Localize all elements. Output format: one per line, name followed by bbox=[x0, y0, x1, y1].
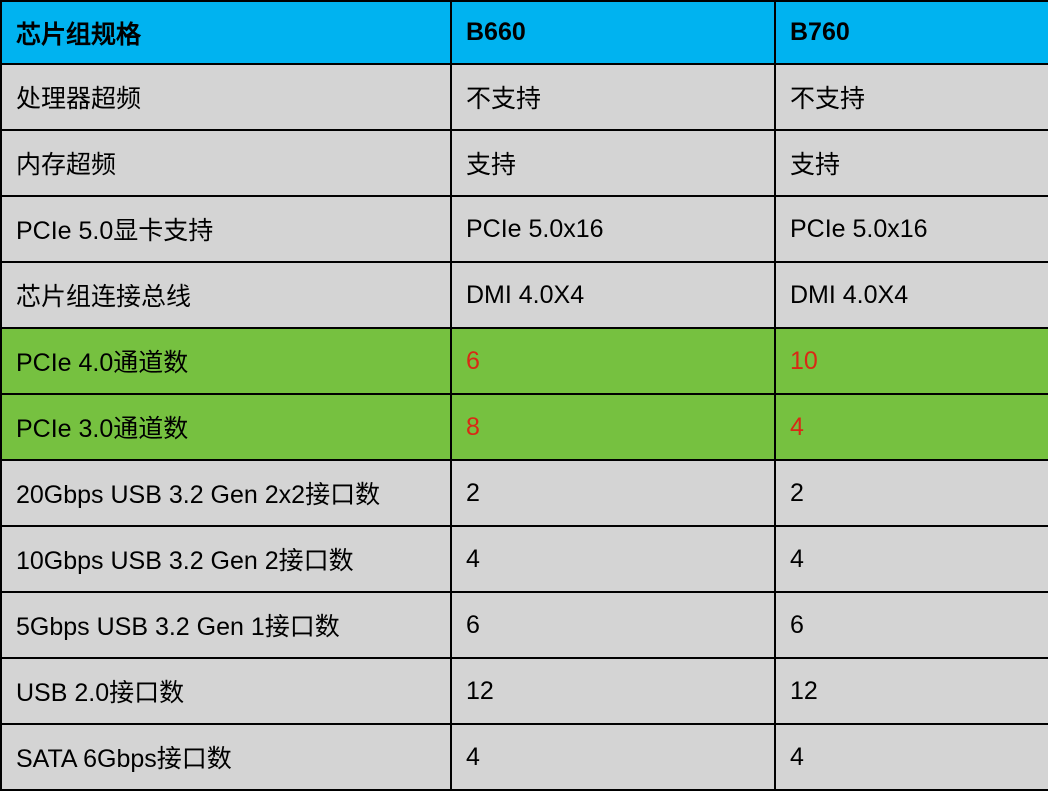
b760-value: 10 bbox=[775, 328, 1048, 394]
table-row: PCIe 5.0显卡支持PCIe 5.0x16PCIe 5.0x16 bbox=[1, 196, 1048, 262]
spec-label: 10Gbps USB 3.2 Gen 2接口数 bbox=[1, 526, 451, 592]
spec-label: PCIe 4.0通道数 bbox=[1, 328, 451, 394]
spec-label: PCIe 5.0显卡支持 bbox=[1, 196, 451, 262]
b660-value: 8 bbox=[451, 394, 775, 460]
b660-value: DMI 4.0X4 bbox=[451, 262, 775, 328]
b760-value: 不支持 bbox=[775, 64, 1048, 130]
table-body: 处理器超频不支持不支持内存超频支持支持PCIe 5.0显卡支持PCIe 5.0x… bbox=[1, 64, 1048, 790]
b660-value: PCIe 5.0x16 bbox=[451, 196, 775, 262]
b760-value: PCIe 5.0x16 bbox=[775, 196, 1048, 262]
b760-value: 6 bbox=[775, 592, 1048, 658]
table-row: 芯片组连接总线DMI 4.0X4DMI 4.0X4 bbox=[1, 262, 1048, 328]
b760-value: 4 bbox=[775, 724, 1048, 790]
col-header-b660: B660 bbox=[451, 1, 775, 64]
b660-value: 12 bbox=[451, 658, 775, 724]
spec-label: PCIe 3.0通道数 bbox=[1, 394, 451, 460]
b660-value: 不支持 bbox=[451, 64, 775, 130]
chipset-comparison-table: 芯片组规格 B660 B760 处理器超频不支持不支持内存超频支持支持PCIe … bbox=[0, 0, 1048, 791]
table-row: SATA 6Gbps接口数44 bbox=[1, 724, 1048, 790]
b660-value: 支持 bbox=[451, 130, 775, 196]
b760-value: 2 bbox=[775, 460, 1048, 526]
table-row: USB 2.0接口数1212 bbox=[1, 658, 1048, 724]
table-row: 处理器超频不支持不支持 bbox=[1, 64, 1048, 130]
b760-value: 4 bbox=[775, 394, 1048, 460]
col-header-spec: 芯片组规格 bbox=[1, 1, 451, 64]
spec-label: 20Gbps USB 3.2 Gen 2x2接口数 bbox=[1, 460, 451, 526]
b760-value: 12 bbox=[775, 658, 1048, 724]
spec-label: 处理器超频 bbox=[1, 64, 451, 130]
col-header-b760: B760 bbox=[775, 1, 1048, 64]
b760-value: 4 bbox=[775, 526, 1048, 592]
table-row: PCIe 3.0通道数84 bbox=[1, 394, 1048, 460]
spec-label: 芯片组连接总线 bbox=[1, 262, 451, 328]
b760-value: DMI 4.0X4 bbox=[775, 262, 1048, 328]
table-row: 20Gbps USB 3.2 Gen 2x2接口数22 bbox=[1, 460, 1048, 526]
spec-label: USB 2.0接口数 bbox=[1, 658, 451, 724]
spec-label: 5Gbps USB 3.2 Gen 1接口数 bbox=[1, 592, 451, 658]
table-row: 内存超频支持支持 bbox=[1, 130, 1048, 196]
spec-label: 内存超频 bbox=[1, 130, 451, 196]
b660-value: 2 bbox=[451, 460, 775, 526]
b660-value: 6 bbox=[451, 592, 775, 658]
b760-value: 支持 bbox=[775, 130, 1048, 196]
table-row: 5Gbps USB 3.2 Gen 1接口数66 bbox=[1, 592, 1048, 658]
b660-value: 6 bbox=[451, 328, 775, 394]
b660-value: 4 bbox=[451, 526, 775, 592]
table-header-row: 芯片组规格 B660 B760 bbox=[1, 1, 1048, 64]
spec-label: SATA 6Gbps接口数 bbox=[1, 724, 451, 790]
b660-value: 4 bbox=[451, 724, 775, 790]
table-row: PCIe 4.0通道数610 bbox=[1, 328, 1048, 394]
table-row: 10Gbps USB 3.2 Gen 2接口数44 bbox=[1, 526, 1048, 592]
